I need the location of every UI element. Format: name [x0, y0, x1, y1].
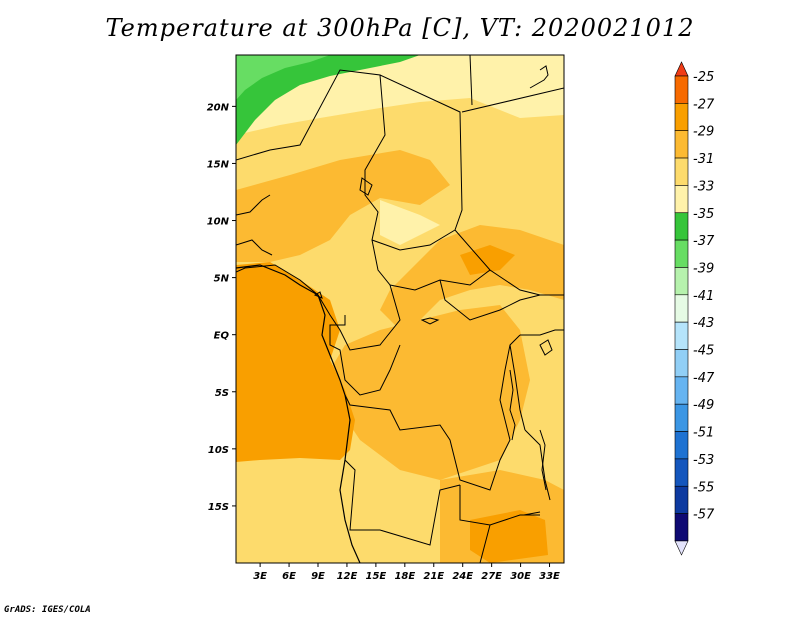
lake-tanganyika	[509, 369, 516, 441]
colorbar-box	[674, 185, 689, 214]
longitude-axis: 3E 6E 9E 12E 15E 18E 21E 24E 27E 30E 33E	[253, 563, 560, 582]
colorbar-level-label: -37	[693, 234, 715, 249]
colorbar-level-label: -27	[693, 97, 715, 112]
colorbar-level-label: -41	[693, 289, 714, 304]
lon-label: 15E	[366, 571, 387, 582]
libya-egypt-border	[461, 87, 564, 113]
field-region-33-31-south	[236, 460, 440, 545]
colorbar-level-label: -39	[693, 261, 714, 276]
colorbar-level-label: -47	[693, 371, 715, 386]
map-title: Temperature at 300hPa [C], VT: 202002101…	[105, 14, 695, 42]
lat-label: 10N	[207, 217, 230, 228]
lon-label: 6E	[282, 571, 296, 582]
colorbar-level-label: -25	[693, 70, 714, 85]
lat-label: 15N	[207, 159, 230, 170]
west-africa-border	[236, 194, 271, 216]
lon-label: 12E	[337, 571, 358, 582]
field-region-37-35	[236, 55, 420, 145]
map-frame	[235, 54, 565, 564]
colorbar-box	[674, 431, 689, 460]
lat-label: 5S	[215, 388, 229, 399]
colorbar-level-label: -43	[693, 316, 714, 331]
atlantic-coastline	[236, 264, 361, 563]
congo-gabon-border	[329, 315, 401, 396]
colorbar-box	[674, 103, 689, 131]
field-region-29-27-north	[460, 245, 515, 275]
colorbar-bottom-triangle	[674, 540, 689, 556]
colorbar-level-label: -57	[693, 508, 715, 523]
colorbar-box	[674, 321, 689, 350]
drc-south-sudan-border	[439, 279, 541, 321]
colorbar-level-label: -33	[693, 179, 714, 194]
lake-shape-1	[420, 317, 440, 325]
field-region-31-29-congo-basin	[330, 305, 530, 480]
field-region-29-27-southeast	[470, 510, 548, 563]
grads-credit: GrADS: IGES/COLA	[4, 605, 91, 615]
lat-label: EQ	[214, 331, 230, 342]
colorbar-level-label: -35	[693, 207, 714, 222]
lon-label: 33E	[539, 571, 560, 582]
lat-label: 5N	[214, 274, 230, 285]
great-lakes-border	[509, 344, 526, 431]
egypt-libya-border	[469, 55, 473, 106]
temperature-field	[236, 55, 564, 563]
colorbar-box	[674, 485, 689, 514]
colorbar-box	[674, 294, 689, 323]
chad-sudan-border	[379, 74, 564, 296]
lat-label: 10S	[208, 445, 229, 456]
colorbar-box	[674, 239, 689, 268]
colorbar-level-label: -29	[693, 125, 714, 140]
colorbar-box	[674, 513, 689, 542]
field-region-31-29-central	[380, 225, 564, 330]
latitude-axis: 20N 15N 10N 5N EQ 5S 10S 15S	[207, 102, 236, 513]
lake-chad	[359, 177, 373, 196]
field-region-39-37	[236, 55, 330, 100]
colorbar-level-label: -31	[693, 152, 714, 167]
colorbar-box	[674, 349, 689, 378]
colorbar-level-label: -55	[693, 480, 714, 495]
nile-delta-coast	[529, 65, 549, 89]
benin-border	[236, 239, 273, 256]
colorbar-level-label: -45	[693, 344, 714, 359]
lat-label: 20N	[207, 102, 230, 113]
field-region-31-29-northwest	[236, 150, 450, 262]
colorbar-box	[674, 75, 689, 104]
country-borders	[236, 55, 564, 563]
lon-label: 21E	[423, 571, 444, 582]
botswana-border	[479, 524, 491, 563]
uganda-kenya-border	[520, 329, 564, 336]
colorbar-level-label: -53	[693, 453, 714, 468]
field-region-29-27-atlantic	[236, 262, 355, 462]
lon-label: 27E	[481, 571, 502, 582]
drc-angola-zambia-border	[344, 334, 521, 491]
colorbar-box	[674, 157, 689, 186]
lon-label: 24E	[452, 571, 473, 582]
colorbar-box	[674, 403, 689, 432]
colorbar-box	[674, 267, 689, 296]
car-chad-border	[371, 229, 456, 251]
colorbar-level-label: -49	[693, 398, 714, 413]
colorbar-box	[674, 212, 689, 241]
colorbar-level-label: -51	[693, 426, 714, 441]
lon-label: 18E	[394, 571, 415, 582]
angola-namibia-border	[344, 459, 461, 546]
lon-label: 9E	[311, 571, 325, 582]
colorbar-box	[674, 376, 689, 405]
lake-malawi	[539, 429, 547, 491]
nigeria-chad-border	[236, 69, 401, 351]
colorbar-box	[674, 130, 689, 159]
colorbar-box	[674, 458, 689, 487]
lon-label: 30E	[510, 571, 531, 582]
colorbar: -25 -27 -29 -31 -33 -35 -37 -39 -41 -43 -45 -47 -49 -…	[674, 61, 715, 556]
bioko-island	[313, 291, 323, 299]
lake-kariba	[523, 511, 541, 516]
lake-victoria	[539, 339, 553, 356]
field-region-35-33-central	[380, 200, 440, 245]
lat-label: 15S	[208, 502, 229, 513]
colorbar-top-triangle	[674, 61, 689, 77]
lon-label: 3E	[253, 571, 267, 582]
